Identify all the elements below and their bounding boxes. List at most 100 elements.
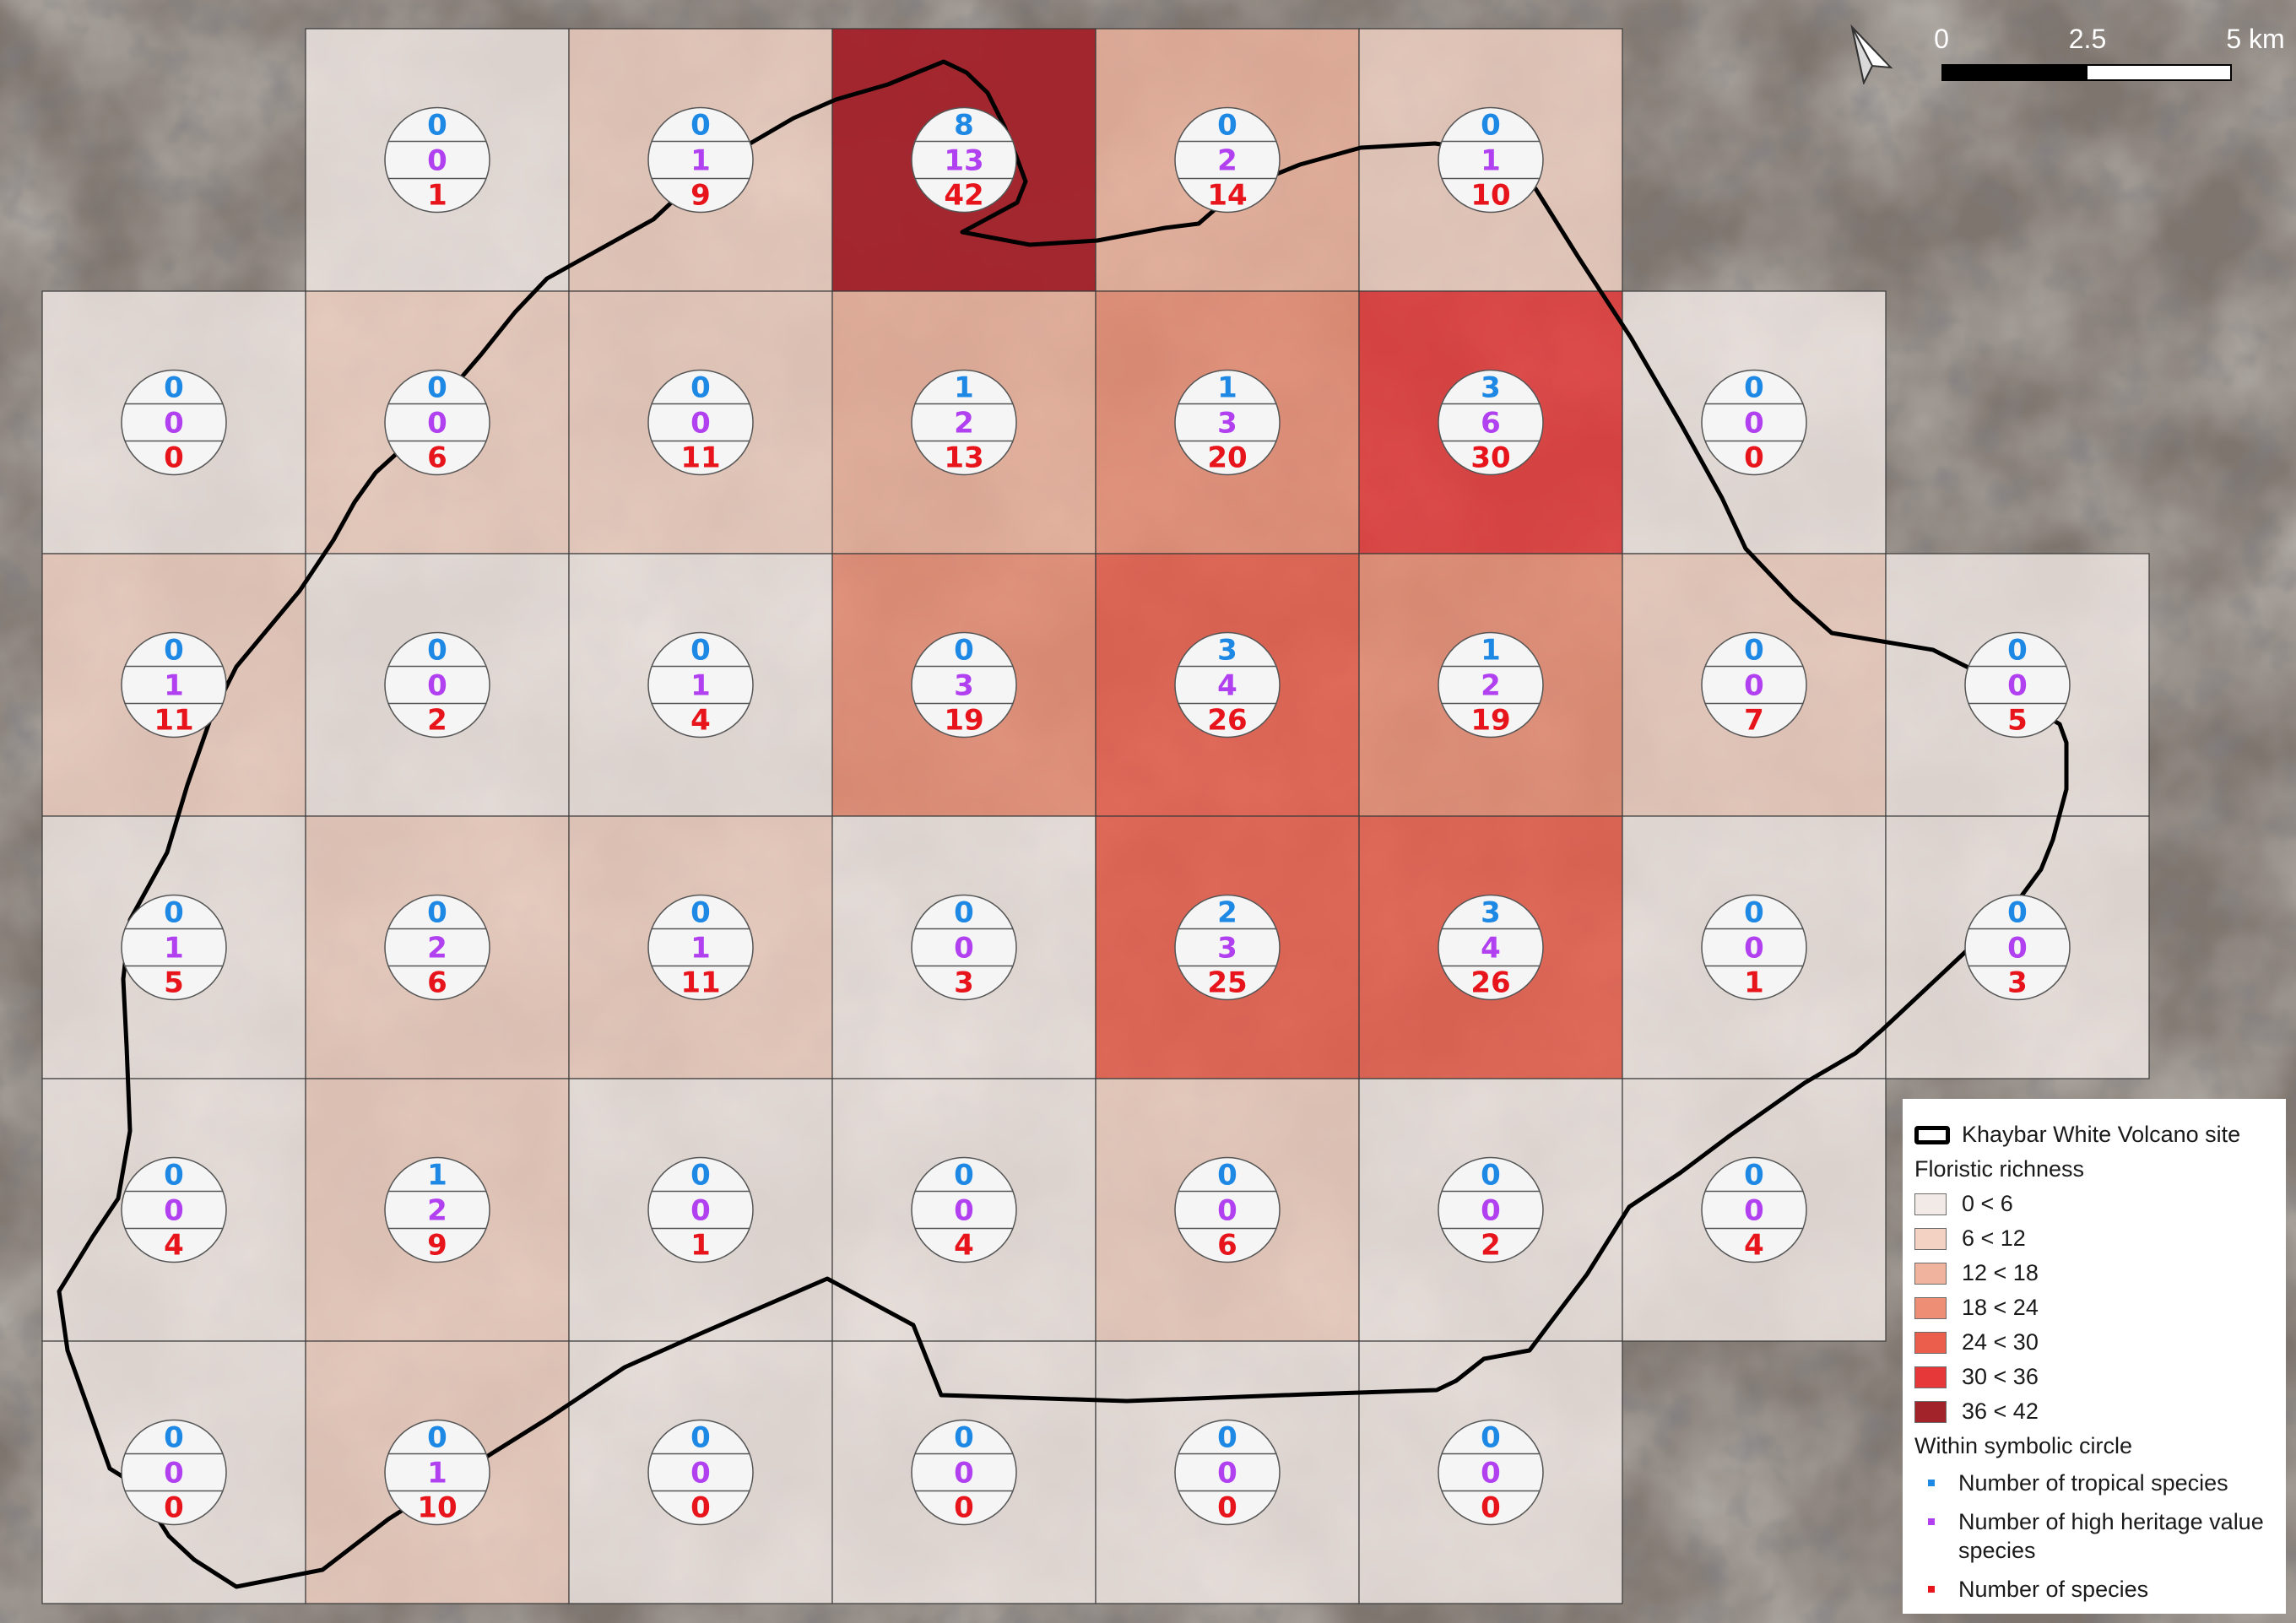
heritage-count: 0 [1481, 1457, 1501, 1490]
symbol-circle-bg [1701, 1156, 1807, 1263]
species-count: 9 [427, 1229, 447, 1263]
heritage-count: 4 [1217, 669, 1237, 703]
heritage-count: 0 [164, 407, 184, 441]
symbol-circle: 000 [1174, 1419, 1281, 1526]
heritage-count: 0 [1217, 1194, 1237, 1228]
symbol-circle: 006 [1174, 1156, 1281, 1263]
legend-circle-label: Number of high heritage value species [1958, 1509, 2264, 1563]
tropical-count: 1 [1217, 371, 1237, 405]
species-count: 10 [1470, 179, 1510, 213]
heritage-count: 0 [1744, 1194, 1764, 1228]
tropical-count: 0 [690, 371, 711, 405]
species-count: 4 [690, 704, 711, 738]
symbol-circle-bg [1174, 106, 1281, 214]
symbol-circle-bg [1438, 631, 1544, 738]
symbol-circle: 001 [1701, 894, 1807, 1001]
symbol-circle-bg [384, 369, 490, 476]
species-count: 42 [944, 179, 983, 213]
species-count: 5 [164, 966, 184, 1000]
species-count: 6 [427, 966, 447, 1000]
symbol-circle-bg [121, 631, 227, 738]
heritage-count: 0 [1481, 1194, 1501, 1228]
map-legend: Khaybar White Volcano site Floristic ric… [1903, 1099, 2286, 1614]
site-boundary-symbol [1914, 1125, 1950, 1144]
symbol-circle-bg [121, 894, 227, 1001]
symbol-circle-bg [1174, 1419, 1281, 1526]
symbol-circle-bg [384, 631, 490, 738]
tropical-count: 3 [1481, 896, 1501, 930]
heritage-count: 3 [954, 669, 974, 703]
symbol-circle-bg [1174, 369, 1281, 476]
scale-label-end: 5 km [2226, 24, 2285, 54]
heritage-count: 0 [2007, 932, 2028, 966]
symbol-circle-bg [911, 1419, 1017, 1526]
symbol-circle-bg [1174, 631, 1281, 738]
symbol-circle: 026 [384, 894, 490, 1001]
symbol-circle: 000 [121, 1419, 227, 1526]
species-count: 11 [154, 704, 193, 738]
tropical-count: 0 [954, 1159, 974, 1193]
species-count: 0 [1217, 1491, 1237, 1525]
tropical-count: 0 [1744, 634, 1764, 668]
symbol-circle-bg [384, 894, 490, 1001]
symbol-circle-bg [647, 1419, 754, 1526]
heritage-count: 0 [427, 669, 447, 703]
heritage-count: 4 [1481, 932, 1501, 966]
symbol-circle: 003 [1964, 894, 2071, 1001]
symbol-circle-bg [1174, 1156, 1281, 1263]
species-count: 4 [954, 1229, 974, 1263]
symbol-circle: 000 [647, 1419, 754, 1526]
tropical-count: 0 [1481, 1421, 1501, 1455]
heritage-count: 0 [1744, 669, 1764, 703]
symbol-circle-bg [121, 369, 227, 476]
tropical-count: 0 [2007, 896, 2028, 930]
species-count: 7 [1744, 704, 1764, 738]
symbol-circle: 000 [1438, 1419, 1544, 1526]
heritage-count: 3 [1217, 932, 1237, 966]
species-count: 1 [427, 179, 447, 213]
species-count: 5 [2007, 704, 2028, 738]
species-count: 3 [2007, 966, 2028, 1000]
tropical-count: 0 [954, 896, 974, 930]
symbol-circle: 004 [121, 1156, 227, 1263]
symbol-circle-bg [1438, 106, 1544, 214]
legend-class-entry: 18 < 24 [1914, 1290, 2271, 1325]
symbol-circle: 002 [384, 631, 490, 738]
heritage-count: 1 [1481, 144, 1501, 178]
tropical-count: 8 [954, 109, 974, 143]
species-count: 0 [164, 1491, 184, 1525]
tropical-count: 0 [164, 1159, 184, 1193]
tropical-count: 0 [164, 371, 184, 405]
legend-circle-label: Number of species [1958, 1577, 2149, 1602]
legend-circle-entry: Number of high heritage value species [1914, 1502, 2271, 1570]
legend-circle-items: Number of tropical species Number of high… [1914, 1463, 2271, 1609]
symbol-circle: 015 [121, 894, 227, 1001]
symbol-circle-bg [1701, 894, 1807, 1001]
symbol-circle-bg [911, 1156, 1017, 1263]
symbol-circle-bg [384, 1419, 490, 1526]
tropical-count: 0 [1217, 1421, 1237, 1455]
species-count: 3 [954, 966, 974, 1000]
symbol-circle: 000 [911, 1419, 1017, 1526]
symbol-circle-bg [647, 106, 754, 214]
symbol-circle-bg [1964, 631, 2071, 738]
symbol-circle-bg [384, 106, 490, 214]
legend-square-marker [1928, 1480, 1935, 1486]
heritage-count: 0 [954, 932, 974, 966]
tropical-count: 0 [427, 371, 447, 405]
tropical-count: 0 [427, 896, 447, 930]
heritage-count: 0 [954, 1194, 974, 1228]
legend-class-entry: 36 < 42 [1914, 1394, 2271, 1429]
heritage-count: 1 [164, 669, 184, 703]
tropical-count: 0 [1217, 109, 1237, 143]
symbol-circle-bg [911, 894, 1017, 1001]
